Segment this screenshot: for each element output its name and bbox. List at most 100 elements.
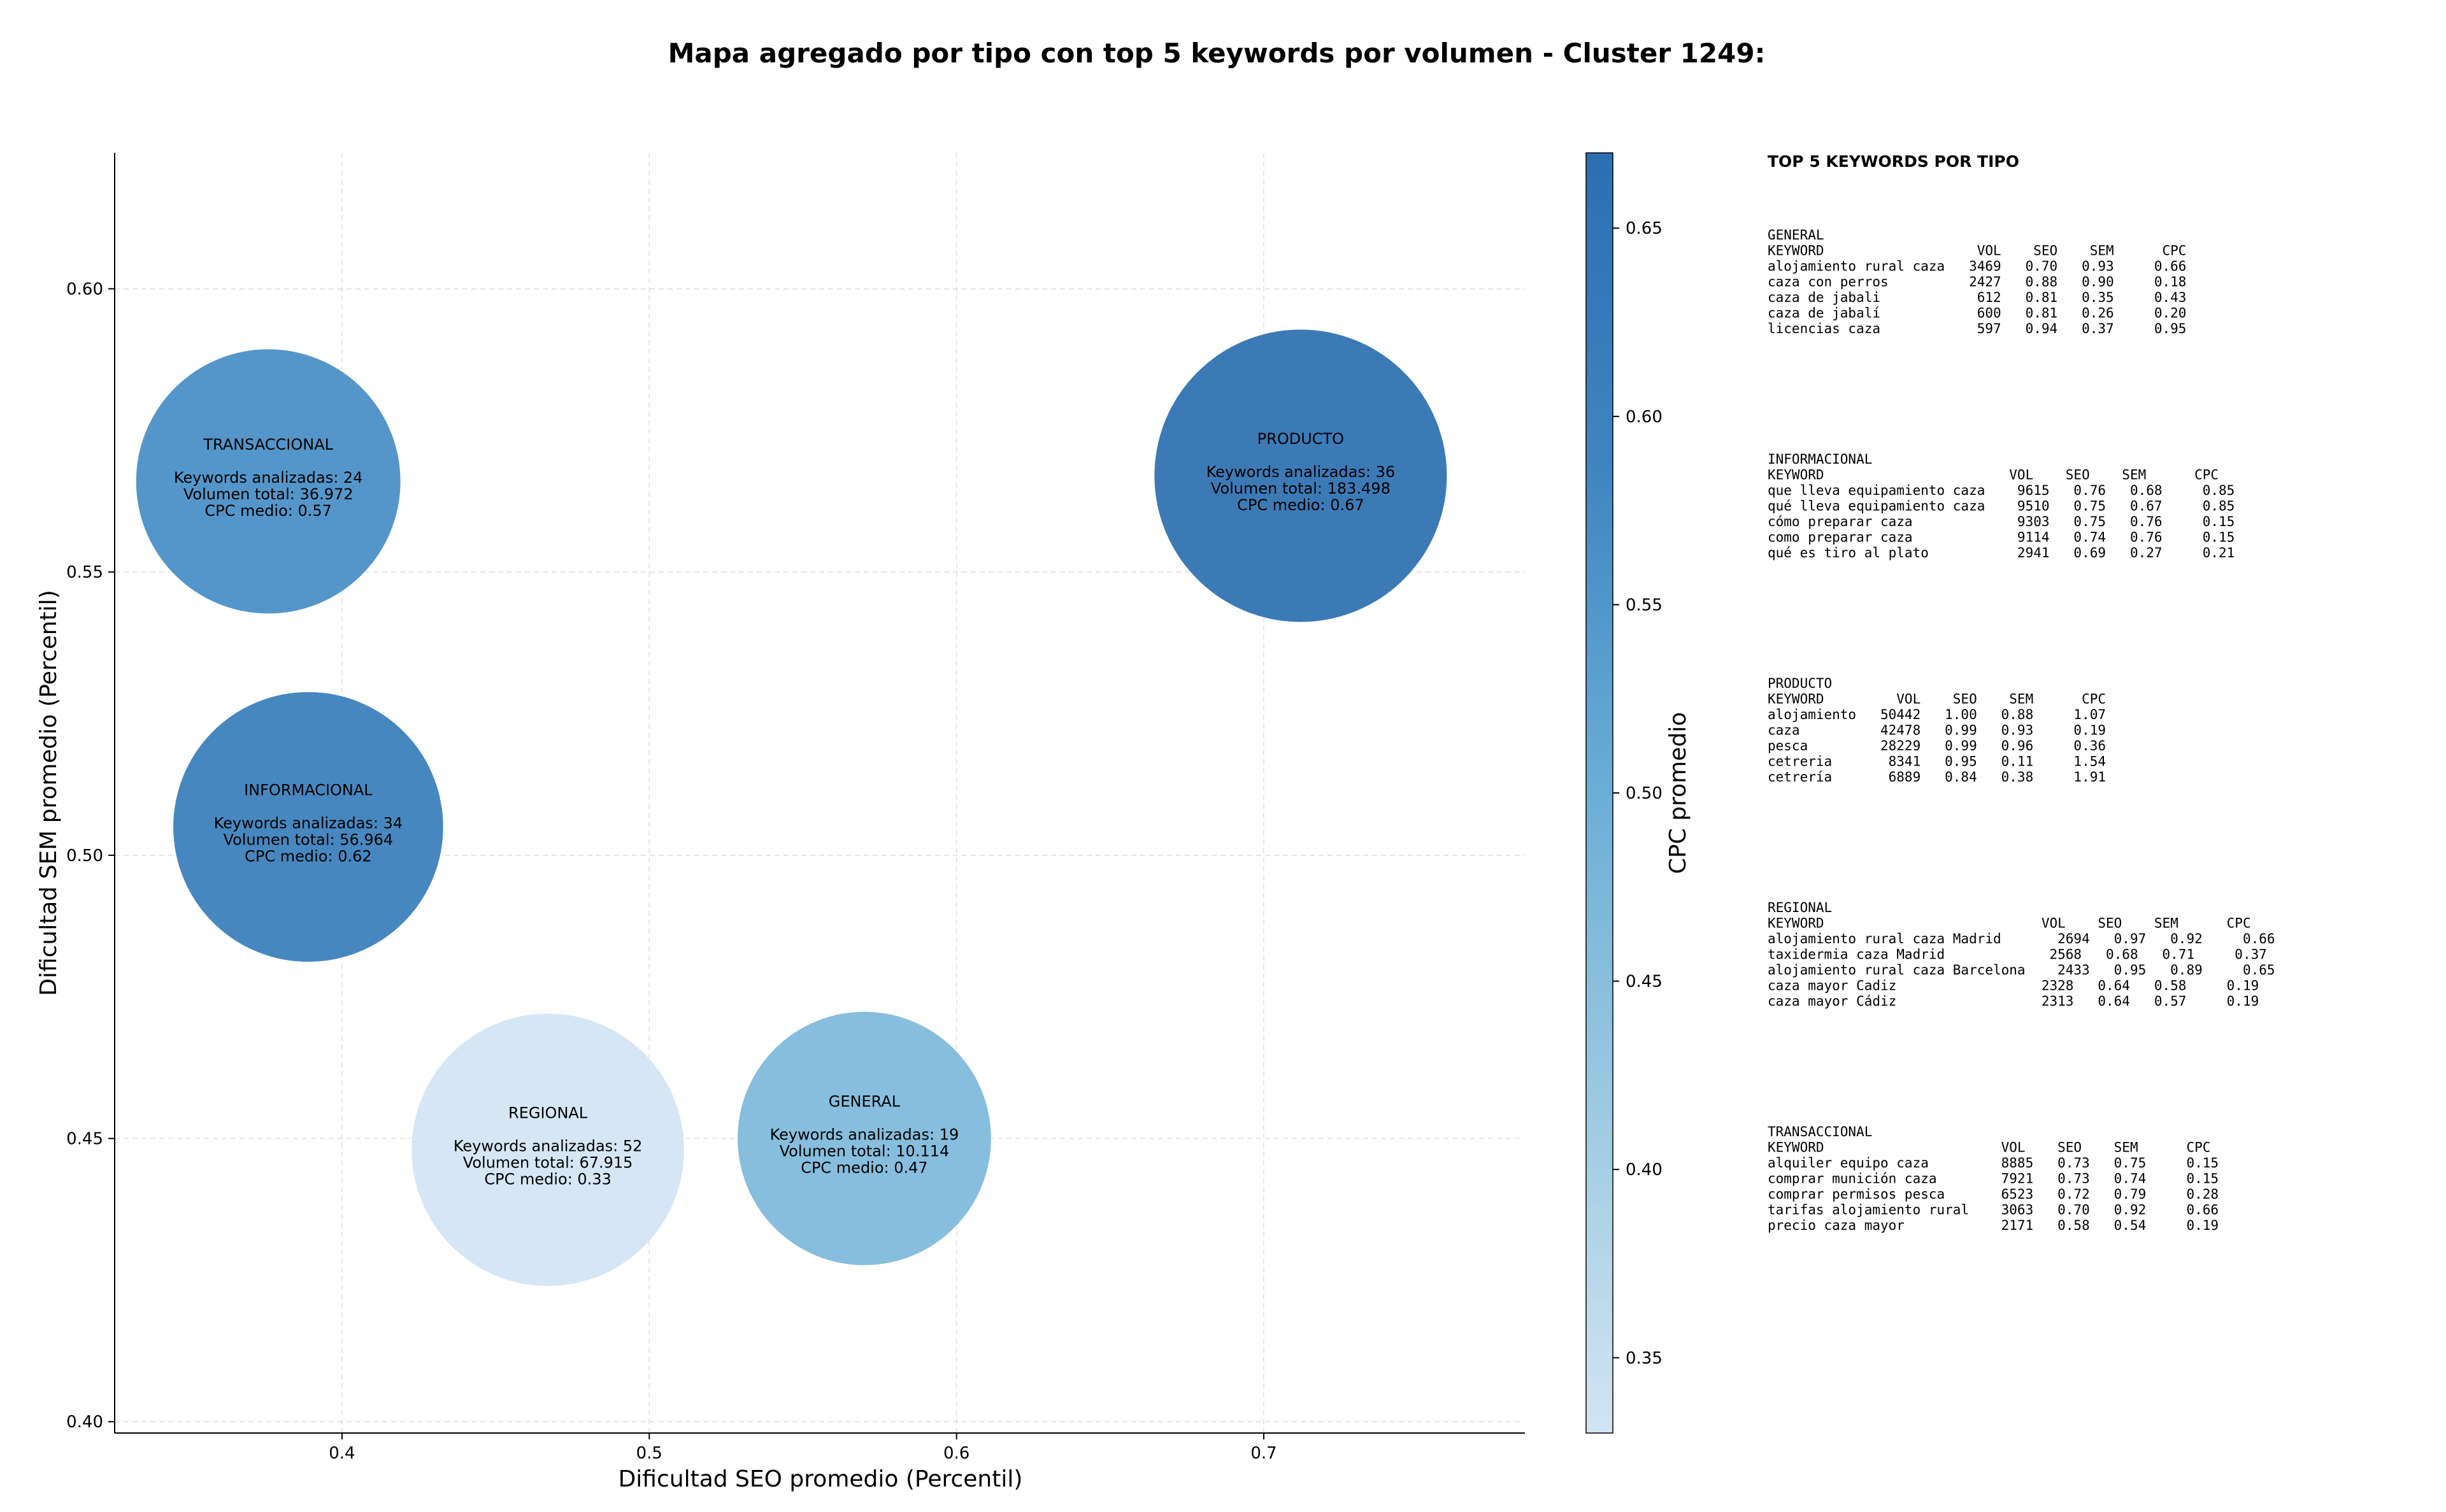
- x-axis-label: Dificultad SEO promedio (Percentil): [619, 1466, 1023, 1492]
- y-tick-label: 0.50: [66, 846, 103, 866]
- keyword-block-heading: REGIONAL: [1768, 900, 1832, 915]
- y-tick-label: 0.40: [66, 1413, 103, 1432]
- panel-title: TOP 5 KEYWORDS POR TIPO: [1768, 152, 2019, 171]
- y-axis-label: Dificultad SEM promedio (Percentil): [36, 590, 62, 996]
- bubble-type-label: PRODUCTO: [1257, 430, 1344, 448]
- bubble-stat-label: Keywords analizadas: 34: [214, 814, 403, 832]
- bubble-type-label: TRANSACCIONAL: [203, 436, 333, 453]
- bubble-stat-label: CPC medio: 0.67: [1237, 496, 1364, 514]
- keyword-table-line: qué lleva equipamiento caza 9510 0.75 0.…: [1768, 499, 2235, 514]
- bubble-stat-label: Volumen total: 67.915: [463, 1153, 633, 1171]
- keyword-table-line: tarifas alojamiento rural 3063 0.70 0.92…: [1768, 1202, 2219, 1218]
- keyword-table-line: KEYWORD VOL SEO SEM CPC: [1768, 243, 2186, 259]
- keyword-table-line: caza de jabali 612 0.81 0.35 0.43: [1768, 290, 2186, 305]
- keyword-table-line: KEYWORD VOL SEO SEM CPC: [1768, 916, 2251, 931]
- keyword-table-line: licencias caza 597 0.94 0.37 0.95: [1768, 321, 2186, 336]
- bubble-stat-label: CPC medio: 0.57: [204, 502, 332, 520]
- keyword-table-line: precio caza mayor 2171 0.58 0.54 0.19: [1768, 1218, 2219, 1233]
- bubble-type-label: REGIONAL: [508, 1104, 588, 1122]
- keyword-table-line: que lleva equipamiento caza 9615 0.76 0.…: [1768, 483, 2235, 498]
- colorbar-tick-label: 0.65: [1626, 219, 1663, 238]
- bubble-stat-label: Volumen total: 56.964: [224, 831, 394, 848]
- bubble-circle: [1154, 329, 1448, 623]
- colorbar-tick-label: 0.35: [1626, 1349, 1663, 1368]
- keyword-table-line: caza 42478 0.99 0.93 0.19: [1768, 723, 2106, 738]
- keyword-table-line: qué es tiro al plato 2941 0.69 0.27 0.21: [1768, 545, 2235, 560]
- keyword-table-line: alquiler equipo caza 8885 0.73 0.75 0.15: [1768, 1155, 2219, 1171]
- bubble-informacional: INFORMACIONAL Keywords analizadas: 34Volu…: [173, 691, 444, 963]
- colorbar: 0.35 0.40 0.45 0.50 0.55 0.60 0.65 CPC promedi…: [1585, 152, 1691, 1434]
- keyword-table-line: como preparar caza 9114 0.74 0.76 0.15: [1768, 530, 2235, 545]
- colorbar-gradient: [1585, 152, 1613, 1434]
- colorbar-tick-label: 0.45: [1626, 973, 1663, 992]
- keyword-table-line: taxidermia caza Madrid 2568 0.68 0.71 0.…: [1768, 947, 2267, 962]
- keyword-table-line: cetrería 6889 0.84 0.38 1.91: [1768, 769, 2106, 785]
- keyword-table-line: comprar permisos pesca 6523 0.72 0.79 0.…: [1768, 1187, 2219, 1202]
- keyword-table-line: KEYWORD VOL SEO SEM CPC: [1768, 1140, 2210, 1155]
- y-tick-label: 0.60: [66, 280, 103, 299]
- keyword-table-line: caza de jabalí 600 0.81 0.26 0.20: [1768, 306, 2186, 321]
- chart-title: Mapa agregado por tipo con top 5 keyword…: [668, 38, 1766, 69]
- keyword-table-line: cetreria 8341 0.95 0.11 1.54: [1768, 754, 2106, 769]
- bubble-transaccional: TRANSACCIONAL Keywords analizadas: 24Volu…: [135, 348, 401, 615]
- bubble-stat-label: CPC medio: 0.62: [245, 847, 372, 865]
- bubble-stat-label: CPC medio: 0.33: [484, 1170, 612, 1188]
- keyword-table-line: KEYWORD VOL SEO SEM CPC: [1768, 467, 2219, 483]
- keyword-table-line: comprar munición caza 7921 0.73 0.74 0.1…: [1768, 1171, 2219, 1187]
- keyword-table-line: alojamiento rural caza 3469 0.70 0.93 0.…: [1768, 259, 2186, 274]
- keyword-table-line: alojamiento 50442 1.00 0.88 1.07: [1768, 707, 2106, 722]
- keyword-table-line: KEYWORD VOL SEO SEM CPC: [1768, 692, 2106, 707]
- bubble-type-label: INFORMACIONAL: [244, 781, 373, 799]
- colorbar-label: CPC promedio: [1665, 712, 1691, 874]
- y-tick-label: 0.45: [66, 1130, 103, 1149]
- colorbar-tick-label: 0.40: [1626, 1160, 1663, 1180]
- y-tick-label: 0.55: [66, 563, 103, 582]
- bubble-circle: [737, 1011, 992, 1266]
- keyword-block-heading: TRANSACCIONAL: [1768, 1124, 1872, 1139]
- x-ticks: 0.4 0.5 0.6 0.7: [329, 1433, 1277, 1463]
- colorbar-tick-label: 0.60: [1626, 408, 1663, 427]
- bubble-stat-label: Volumen total: 183.498: [1211, 480, 1391, 497]
- keyword-block-heading: INFORMACIONAL: [1768, 452, 1872, 467]
- x-tick-label: 0.5: [636, 1444, 662, 1463]
- colorbar-tick-label: 0.55: [1626, 596, 1663, 615]
- bubble-circle: [173, 691, 444, 963]
- keyword-table-line: cómo preparar caza 9303 0.75 0.76 0.15: [1768, 514, 2235, 529]
- keyword-table-line: alojamiento rural caza Madrid 2694 0.97 …: [1768, 931, 2275, 946]
- bubble-stat-label: Keywords analizadas: 24: [174, 469, 363, 487]
- bubble-stat-label: Keywords analizadas: 36: [1206, 463, 1396, 481]
- colorbar-ticks: 0.35 0.40 0.45 0.50 0.55 0.60 0.65: [1613, 219, 1663, 1368]
- keyword-table-line: caza con perros 2427 0.88 0.90 0.18: [1768, 275, 2186, 290]
- bubble-circle: [411, 1013, 685, 1287]
- keyword-block-heading: PRODUCTO: [1768, 676, 1832, 691]
- bubble-stat-label: Volumen total: 36.972: [183, 485, 354, 503]
- x-tick-label: 0.6: [943, 1444, 969, 1463]
- x-tick-label: 0.4: [329, 1444, 355, 1463]
- plot-axes: [114, 153, 1525, 1434]
- bubble-type-label: GENERAL: [829, 1093, 901, 1111]
- keyword-table-line: caza mayor Cádiz 2313 0.64 0.57 0.19: [1768, 994, 2259, 1009]
- keyword-table-line: pesca 28229 0.99 0.96 0.36: [1768, 738, 2106, 753]
- y-ticks: 0.40 0.45 0.50 0.55 0.60: [66, 280, 115, 1432]
- colorbar-tick-label: 0.50: [1626, 784, 1663, 803]
- bubble-stat-label: Keywords analizadas: 19: [770, 1126, 959, 1144]
- bubble-stat-label: Volumen total: 10.114: [780, 1143, 950, 1160]
- bubble-circle: [135, 348, 401, 615]
- keyword-block-heading: GENERAL: [1768, 227, 1824, 243]
- bubble-stat-label: Keywords analizadas: 52: [454, 1137, 643, 1155]
- keyword-table-line: caza mayor Cadiz 2328 0.64 0.58 0.19: [1768, 978, 2259, 994]
- bubble-stat-label: CPC medio: 0.47: [801, 1159, 928, 1177]
- keyword-table-line: alojamiento rural caza Barcelona 2433 0.…: [1768, 962, 2275, 978]
- x-tick-label: 0.7: [1250, 1444, 1277, 1463]
